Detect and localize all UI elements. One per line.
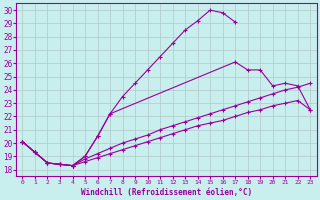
X-axis label: Windchill (Refroidissement éolien,°C): Windchill (Refroidissement éolien,°C) <box>81 188 252 197</box>
